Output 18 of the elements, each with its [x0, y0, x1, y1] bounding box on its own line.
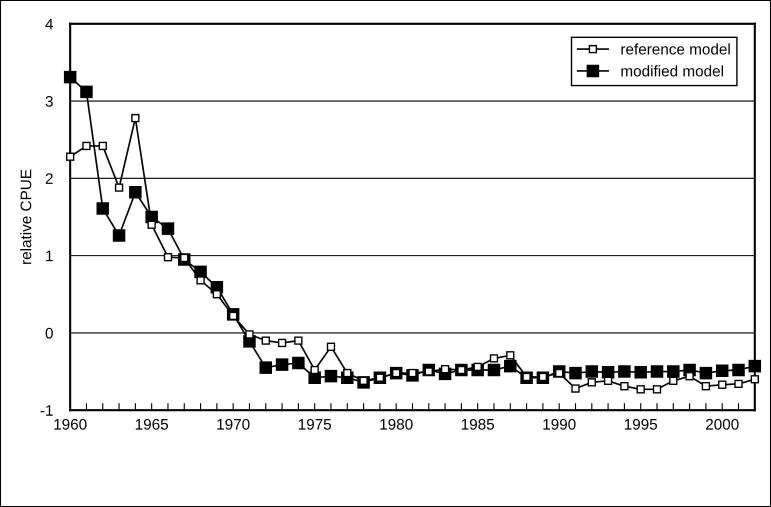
x-tick-label: 1985 [462, 418, 494, 430]
y-axis-title: relative CPUE [20, 170, 32, 264]
y-tick-label: 2 [46, 173, 53, 184]
y-tick-label: 1 [46, 250, 53, 262]
x-tick-label: 1990 [543, 418, 576, 430]
legend-label: reference model [621, 43, 730, 55]
legend-label: modified model [621, 65, 723, 76]
x-tick-label: 1980 [380, 418, 413, 430]
y-tick-label: -1 [40, 405, 53, 416]
y-tick-label: 4 [45, 18, 54, 30]
x-tick-label: 1995 [624, 418, 658, 430]
y-tick-label: 3 [46, 96, 53, 107]
x-tick-label: 2000 [706, 418, 739, 430]
x-tick-label: 1970 [217, 418, 250, 430]
x-tick-label: 1965 [136, 418, 168, 430]
x-tick-label: 1975 [298, 418, 332, 430]
y-tick-label: 0 [46, 328, 53, 339]
x-tick-label: 1960 [54, 418, 87, 430]
